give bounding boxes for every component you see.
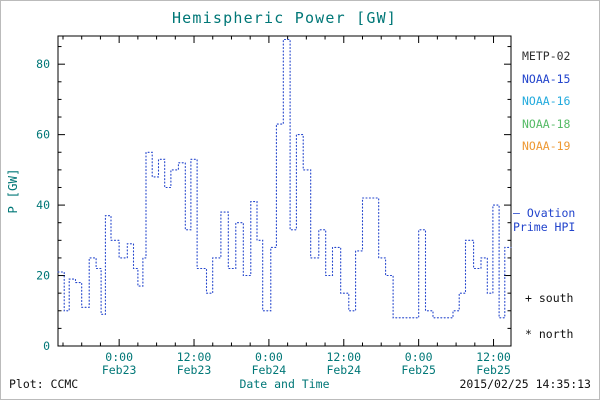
svg-text:0:00: 0:00 [105,350,133,364]
legend-satellite-noaa16: NOAA-16 [522,94,571,108]
svg-text:0: 0 [43,339,50,353]
svg-text:12:00: 12:00 [177,350,212,364]
svg-text:0:00: 0:00 [255,350,283,364]
svg-text:0:00: 0:00 [405,350,433,364]
svg-text:80: 80 [36,57,50,71]
x-axis-label: Date and Time [239,377,330,391]
legend-south-marker: + south [525,291,574,305]
legend-ovation-line2: Prime HPI [513,219,576,234]
legend-north-marker: * north [525,327,574,341]
legend-satellite-noaa18: NOAA-18 [522,116,571,131]
legend-satellite-noaa19: NOAA-19 [522,139,571,153]
svg-text:12:00: 12:00 [476,350,511,364]
svg-text:Feb23: Feb23 [177,363,212,377]
svg-text:Feb24: Feb24 [252,363,287,377]
legend-ovation-line1: – Ovation [513,206,576,220]
svg-text:P [GW]: P [GW] [5,168,20,213]
svg-text:Feb24: Feb24 [326,363,361,377]
svg-text:60: 60 [36,128,50,142]
chart-title: Hemispheric Power [GW] [171,9,398,27]
svg-text:20: 20 [36,269,50,283]
satellite-legend: METP-02 NOAA-15 NOAA-16 NOAA-18 NOAA-19 [522,45,570,158]
legend-satellite-noaa15: NOAA-15 [522,71,571,86]
svg-text:12:00: 12:00 [326,350,361,364]
svg-text:Feb25: Feb25 [476,363,511,377]
plot-credit: Plot: CCMC [9,377,79,391]
svg-text:40: 40 [36,198,50,212]
svg-text:Feb23: Feb23 [102,363,137,377]
plot-timestamp: 2015/02/25 14:35:13 [459,377,591,391]
svg-text:Feb25: Feb25 [401,363,436,377]
legend-ovation-prime-hpi: – Ovation Prime HPI [513,206,576,234]
legend-satellite-metp02: METP-02 [522,49,571,63]
